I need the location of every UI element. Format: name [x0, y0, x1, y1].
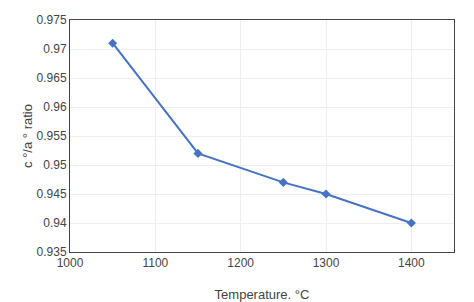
svg-text:0.96: 0.96	[43, 100, 67, 114]
svg-text:1100: 1100	[142, 256, 168, 270]
svg-text:1400: 1400	[398, 256, 425, 270]
svg-text:1000: 1000	[57, 256, 84, 270]
svg-text:1200: 1200	[227, 256, 254, 270]
svg-text:0.94: 0.94	[43, 216, 67, 230]
svg-text:0.935: 0.935	[37, 245, 67, 259]
svg-text:c °/a ° ratio: c °/a ° ratio	[20, 104, 35, 168]
svg-text:0.975: 0.975	[37, 13, 67, 27]
svg-text:0.97: 0.97	[43, 42, 67, 56]
svg-text:0.965: 0.965	[37, 71, 67, 85]
svg-text:0.955: 0.955	[37, 129, 67, 143]
svg-text:0.95: 0.95	[43, 158, 67, 172]
svg-text:1300: 1300	[313, 256, 340, 270]
svg-text:0.945: 0.945	[37, 187, 67, 201]
svg-text:Temperature. °C: Temperature. °C	[215, 287, 310, 302]
